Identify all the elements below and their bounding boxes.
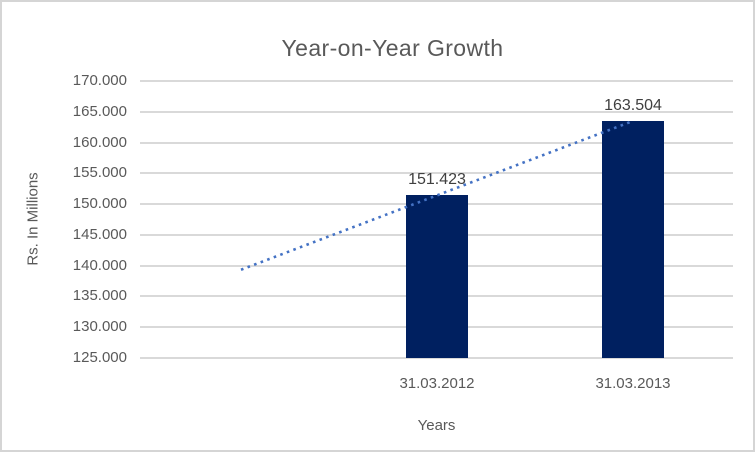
y-tick-label: 125.000	[72, 349, 127, 366]
gridline	[140, 110, 733, 113]
bar-data-label: 151.423	[408, 171, 466, 189]
y-tick-label: 165.000	[72, 102, 127, 120]
bar	[602, 120, 664, 358]
x-axis-title: Years	[417, 417, 456, 434]
y-tick-label: 170.000	[72, 72, 127, 89]
x-tick-label: 31.03.2012	[399, 375, 475, 392]
y-tick-label: 160.000	[72, 133, 127, 151]
bar	[406, 195, 468, 358]
gridline	[140, 80, 733, 82]
y-tick-label: 135.000	[72, 287, 127, 305]
y-tick-label: 130.000	[72, 318, 127, 336]
y-tick-label: 145.000	[72, 225, 127, 243]
y-tick-label: 155.000	[72, 164, 127, 182]
chart-title: Year-on-Year Growth	[281, 35, 504, 61]
y-axis-title: Rs. In Millions	[24, 172, 42, 266]
bar-data-label: 163.504	[604, 96, 662, 114]
y-tick-label: 150.000	[72, 195, 127, 213]
y-tick-label: 140.000	[72, 256, 127, 274]
gridline	[140, 357, 733, 359]
x-tick-label: 31.03.2013	[595, 375, 671, 392]
